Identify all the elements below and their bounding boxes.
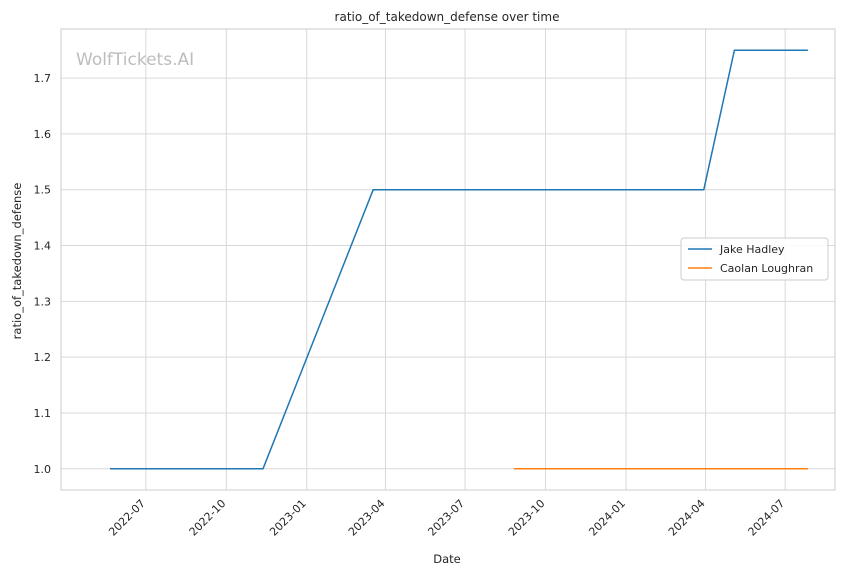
y-tick-label: 1.1	[34, 407, 52, 420]
y-tick-label: 1.4	[34, 240, 52, 253]
watermark: WolfTickets.AI	[76, 50, 194, 70]
y-tick-label: 1.3	[34, 295, 52, 308]
series-line-1	[110, 49, 808, 470]
plot-area-frame	[60, 28, 836, 491]
y-axis-label: ratio_of_takedown_defense	[10, 183, 24, 340]
legend-label: Caolan Loughran	[720, 262, 813, 275]
y-tick-label: 1.2	[34, 351, 52, 364]
y-tick-label: 1.7	[34, 72, 52, 85]
y-axis-ticks: 1.0 1.1 1.2 1.3 1.4 1.5 1.6 1.7	[34, 72, 52, 476]
legend-box	[680, 237, 829, 281]
y-tick-label: 1.5	[34, 184, 52, 197]
legend: Jake Hadley Caolan Loughran	[680, 237, 829, 281]
legend-label: Jake Hadley	[719, 243, 785, 256]
series-lines	[110, 49, 808, 470]
y-tick-label: 1.6	[34, 128, 52, 141]
y-tick-label: 1.0	[34, 463, 52, 476]
x-axis-label: Date	[433, 552, 461, 566]
chart-title: ratio_of_takedown_defense over time	[335, 10, 560, 24]
